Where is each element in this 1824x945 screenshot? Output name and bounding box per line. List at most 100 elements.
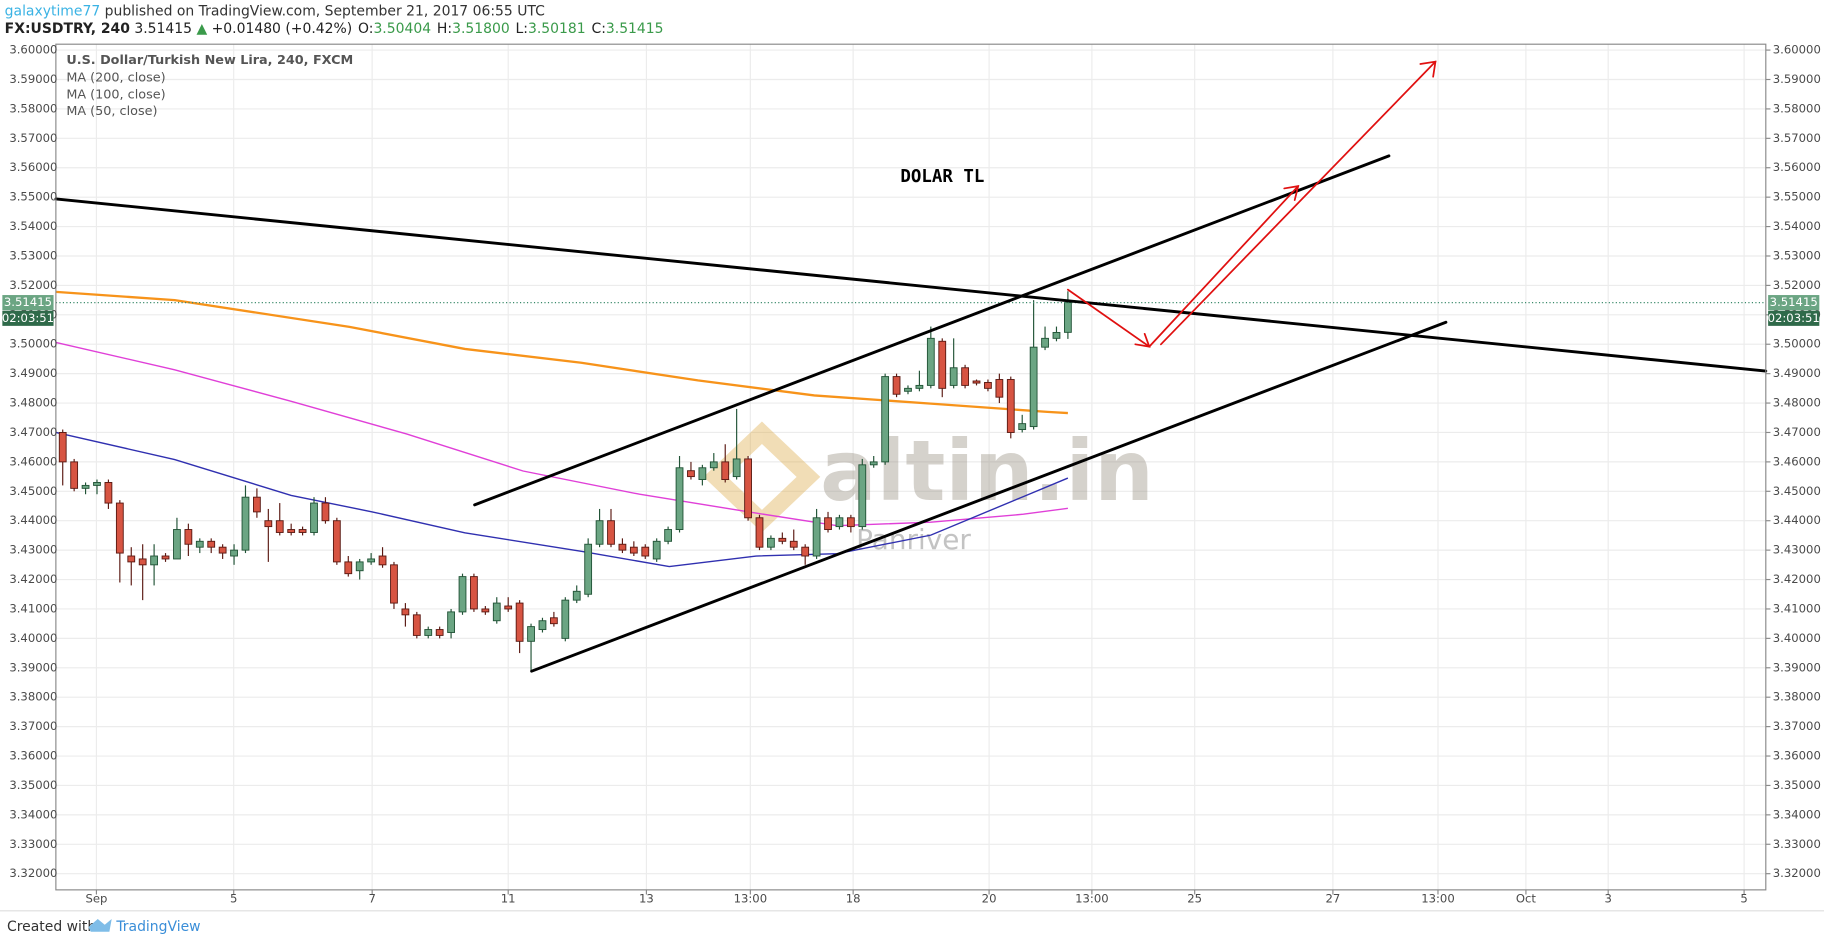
candle-body bbox=[549, 617, 558, 625]
candle-body bbox=[104, 482, 113, 504]
candle-body bbox=[904, 387, 912, 392]
y-tick-label: 3.35000 bbox=[9, 778, 57, 792]
footer-brand[interactable]: TradingView bbox=[115, 919, 200, 935]
candle-body bbox=[447, 611, 455, 633]
candle-body bbox=[492, 602, 501, 622]
legend-entry: MA (50, close) bbox=[66, 104, 157, 119]
x-tick-label: 3 bbox=[1604, 892, 1611, 906]
candle-body bbox=[652, 540, 661, 560]
candle-body bbox=[355, 561, 364, 572]
y-tick-label: 3.42000 bbox=[9, 572, 57, 586]
x-tick-label: 13:00 bbox=[734, 892, 768, 906]
candle-body bbox=[561, 599, 570, 639]
candle-body bbox=[687, 470, 695, 478]
ohlc-value: 3.50404 bbox=[373, 21, 431, 37]
legend: MA (200, close) MA (100, close) MA (50, cl… bbox=[66, 70, 165, 119]
author[interactable]: galaxytime77 bbox=[5, 4, 101, 20]
y-tick-label: 3.60000 bbox=[9, 43, 57, 57]
candle-body bbox=[595, 520, 604, 545]
y-tick-label: 3.48000 bbox=[9, 396, 57, 410]
y-tick-label: 3.55000 bbox=[1773, 190, 1821, 204]
y-tick-label: 3.59000 bbox=[9, 72, 57, 86]
header-line: galaxytime77 published on TradingView.co… bbox=[5, 4, 545, 20]
x-tick-label: 18 bbox=[846, 892, 861, 906]
grid bbox=[55, 44, 1766, 890]
y-tick-label: 3.49000 bbox=[9, 366, 57, 380]
footer-logo bbox=[88, 918, 112, 932]
candle-body bbox=[367, 558, 376, 563]
x-tick-label: 5 bbox=[230, 892, 237, 906]
candle-body bbox=[173, 529, 181, 560]
y-tick-label: 3.43000 bbox=[1773, 543, 1821, 557]
candle-body bbox=[150, 555, 158, 566]
y-tick-label: 3.59000 bbox=[1773, 72, 1821, 86]
y-tick-label: 3.46000 bbox=[1773, 454, 1821, 468]
y-tick-label: 3.49000 bbox=[1773, 366, 1821, 380]
candle-body bbox=[938, 340, 947, 389]
ohlc-value: 3.51800 bbox=[452, 21, 510, 37]
candle-body bbox=[926, 337, 935, 386]
x-tick-label: 20 bbox=[982, 892, 997, 906]
candle-body bbox=[435, 629, 444, 636]
candle-body bbox=[778, 537, 787, 542]
y-tick-label: 3.52000 bbox=[9, 278, 57, 292]
candle-body bbox=[527, 626, 535, 642]
candle-body bbox=[390, 564, 398, 604]
y-tick-label: 3.37000 bbox=[9, 719, 57, 733]
y-tick-label: 3.42000 bbox=[1773, 572, 1821, 586]
candle-body bbox=[629, 546, 638, 554]
y-tick-label: 3.52000 bbox=[1773, 278, 1821, 292]
y-tick-label: 3.38000 bbox=[9, 690, 57, 704]
candle-body bbox=[1041, 337, 1049, 348]
candle-body bbox=[664, 529, 673, 542]
moving-average bbox=[55, 290, 1068, 415]
y-tick-label: 3.58000 bbox=[9, 101, 57, 115]
candle-body bbox=[789, 540, 798, 548]
candle-body bbox=[767, 537, 775, 548]
y-tick-label: 3.47000 bbox=[9, 425, 57, 439]
y-tick-label: 3.60000 bbox=[1773, 43, 1821, 57]
symbol: FX:USDTRY, 240 bbox=[5, 21, 131, 37]
x-tick-label: 7 bbox=[368, 892, 375, 906]
candle-body bbox=[675, 467, 684, 531]
candle-body bbox=[207, 540, 216, 548]
candle-body bbox=[698, 467, 707, 480]
candle-body bbox=[824, 517, 832, 531]
candle-body bbox=[115, 502, 124, 554]
plot-frame bbox=[55, 43, 1767, 891]
y-tick-label: 3.57000 bbox=[1773, 131, 1821, 145]
ohlc-value: 3.51415 bbox=[606, 21, 664, 37]
ohlc-label: L: bbox=[516, 21, 528, 37]
last-price-box bbox=[1768, 295, 1820, 311]
x-tick-label: 27 bbox=[1325, 892, 1340, 906]
y-tick-label: 3.43000 bbox=[9, 543, 57, 557]
candle-body bbox=[869, 461, 878, 466]
arrow-head bbox=[1419, 60, 1437, 78]
candle-body bbox=[1029, 346, 1038, 428]
x-tick-label: Sep bbox=[85, 892, 107, 906]
legend-entry: MA (100, close) bbox=[66, 87, 165, 102]
trend-line bbox=[54, 197, 1768, 373]
candle-body bbox=[538, 620, 547, 631]
y-tick-label: 3.58000 bbox=[1773, 101, 1821, 115]
candle-body bbox=[961, 367, 969, 386]
candle-body bbox=[195, 540, 204, 548]
candle-body bbox=[287, 529, 296, 533]
legend-entry: MA (200, close) bbox=[66, 70, 165, 85]
y-tick-label: 3.54000 bbox=[9, 219, 57, 233]
y-tick-label: 3.39000 bbox=[9, 660, 57, 674]
candle-body bbox=[310, 502, 318, 533]
last-price-label: 3.51415 bbox=[1770, 295, 1818, 309]
drawings bbox=[54, 60, 1768, 673]
candle-body bbox=[584, 543, 593, 595]
y-tick-label: 3.53000 bbox=[1773, 248, 1821, 262]
x-tick-label: 25 bbox=[1187, 892, 1202, 906]
y-tick-label: 3.50000 bbox=[1773, 337, 1821, 351]
y-tick-label: 3.56000 bbox=[1773, 160, 1821, 174]
candle-body bbox=[81, 484, 90, 489]
y-tick-label: 3.33000 bbox=[9, 837, 57, 851]
candle-body bbox=[481, 608, 490, 613]
y-tick-label: 3.34000 bbox=[1773, 807, 1821, 821]
